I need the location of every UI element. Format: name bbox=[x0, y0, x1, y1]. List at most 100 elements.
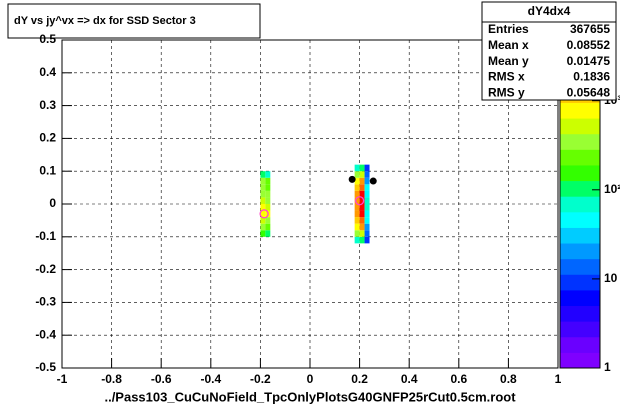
z-tick-label: 10 bbox=[604, 271, 618, 285]
heatmap-cell bbox=[354, 230, 360, 237]
heatmap-cell bbox=[359, 164, 365, 172]
heatmap-cell bbox=[359, 190, 365, 198]
y-tick-label: -0.3 bbox=[35, 295, 56, 309]
stats-value: 367655 bbox=[570, 22, 610, 36]
heatmap-cell bbox=[359, 223, 365, 231]
y-tick-label: -0.4 bbox=[35, 327, 56, 341]
palette-swatch bbox=[560, 149, 600, 166]
x-tick-label: 0.4 bbox=[401, 372, 418, 386]
x-tick-label: -0.2 bbox=[250, 372, 271, 386]
stats-value: 0.01475 bbox=[567, 54, 611, 68]
palette-swatch bbox=[560, 180, 600, 197]
heatmap-cell bbox=[364, 204, 370, 211]
heatmap-cell bbox=[354, 204, 360, 211]
heatmap-cell bbox=[359, 197, 365, 204]
x-tick-label: -1 bbox=[57, 372, 68, 386]
heatmap-cell bbox=[359, 184, 365, 191]
title-box bbox=[7, 3, 261, 39]
heatmap-cell bbox=[260, 223, 266, 231]
x-tick-label: 0.6 bbox=[450, 372, 467, 386]
heatmap-cell bbox=[354, 190, 360, 198]
x-tick-label: 0.8 bbox=[500, 372, 517, 386]
x-tick-label: 0.2 bbox=[351, 372, 368, 386]
chart-title: dY vs jy^vx => dx for SSD Sector 3 bbox=[14, 15, 196, 27]
heatmap-cell bbox=[260, 197, 266, 204]
heatmap-cell bbox=[354, 177, 360, 185]
heatmap-cell bbox=[265, 177, 271, 185]
y-tick-label: 0.2 bbox=[39, 131, 56, 145]
palette-swatch bbox=[560, 133, 600, 150]
heatmap-cell bbox=[359, 171, 365, 178]
profile-point bbox=[369, 177, 377, 185]
heatmap-cell bbox=[354, 171, 360, 178]
heatmap-cell bbox=[364, 230, 370, 237]
heatmap-cell bbox=[364, 223, 370, 231]
heatmap-cell bbox=[359, 230, 365, 237]
heatmap-cell bbox=[359, 236, 365, 244]
y-tick-label: -0.5 bbox=[35, 360, 56, 374]
z-tick-label: 1 bbox=[604, 360, 611, 374]
stats-value: 0.1836 bbox=[573, 70, 610, 84]
stats-frame bbox=[481, 1, 617, 101]
heatmap-cell bbox=[265, 184, 271, 191]
heatmap-cell bbox=[364, 164, 370, 172]
heatmap-cell bbox=[364, 217, 370, 224]
heatmap-cell bbox=[364, 190, 370, 198]
y-tick-label: 0.5 bbox=[39, 32, 56, 46]
stats-value: 0.08552 bbox=[567, 38, 611, 52]
heatmap-cell bbox=[354, 210, 360, 218]
heatmap-cell bbox=[260, 210, 266, 218]
palette-swatch bbox=[560, 164, 600, 182]
heatmap-cell bbox=[265, 197, 271, 204]
palette-swatch bbox=[560, 102, 600, 119]
heatmap-cell bbox=[265, 204, 271, 211]
stats-title: dY4dx4 bbox=[528, 4, 571, 18]
heatmap-cell bbox=[359, 177, 365, 185]
heatmap-cell bbox=[260, 171, 266, 178]
palette-swatch bbox=[560, 352, 600, 369]
mean-marker bbox=[259, 209, 269, 219]
palette-swatch bbox=[560, 258, 600, 275]
y-tick-label: -0.1 bbox=[35, 229, 56, 243]
palette-swatch bbox=[560, 196, 600, 213]
heatmap-cell bbox=[359, 217, 365, 224]
palette-swatch bbox=[560, 289, 600, 307]
heatmap-cell bbox=[364, 177, 370, 185]
stats-label: Mean x bbox=[488, 38, 529, 52]
x-tick-label: 0 bbox=[307, 372, 314, 386]
heatmap-cell bbox=[260, 230, 266, 237]
stats-label: Entries bbox=[488, 22, 529, 36]
x-tick-label: -0.6 bbox=[151, 372, 172, 386]
y-tick-label: 0.1 bbox=[39, 163, 56, 177]
heatmap-cell bbox=[265, 230, 271, 237]
heatmap-cell bbox=[260, 177, 266, 185]
heatmap-cell bbox=[354, 164, 360, 172]
x-tick-label: -0.4 bbox=[200, 372, 221, 386]
heatmap-cell bbox=[359, 210, 365, 218]
heatmap-cell bbox=[364, 210, 370, 218]
heatmap-cell bbox=[265, 171, 271, 178]
y-tick-label: 0.4 bbox=[39, 65, 56, 79]
palette-swatch bbox=[560, 227, 600, 244]
palette-swatch bbox=[560, 274, 600, 291]
y-tick-label: -0.2 bbox=[35, 262, 56, 276]
palette-swatch bbox=[560, 118, 600, 135]
stats-box: dY4dx4 Entries 367655 Mean x 0.08552 Mean y 0… bbox=[481, 1, 617, 101]
heatmap-cell bbox=[260, 204, 266, 211]
palette-swatch bbox=[560, 243, 600, 260]
heatmap-cell bbox=[354, 197, 360, 204]
x-tick-label: 1 bbox=[555, 372, 562, 386]
heatmap-cell bbox=[364, 171, 370, 178]
palette-swatch bbox=[560, 321, 600, 338]
heatmap-cell bbox=[260, 184, 266, 191]
palette-swatch bbox=[560, 336, 600, 353]
y-tick-label: 0.3 bbox=[39, 98, 56, 112]
profile-point bbox=[348, 175, 356, 183]
heatmap-cell bbox=[364, 197, 370, 204]
x-axis-label: ../Pass103_CuCuNoField_TpcOnlyPlotsG40GN… bbox=[104, 389, 516, 404]
heatmap-cell bbox=[260, 190, 266, 198]
stats-value: 0.05648 bbox=[567, 85, 611, 99]
stats-label: Mean y bbox=[488, 54, 529, 68]
